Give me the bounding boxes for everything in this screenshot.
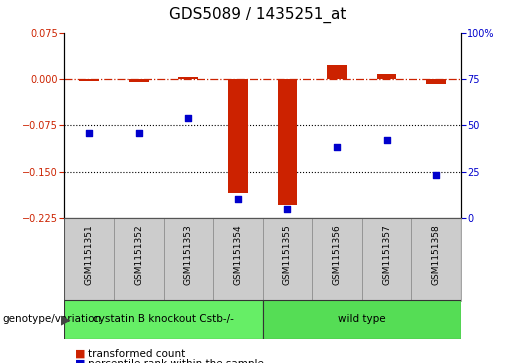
Point: [184, 115, 193, 121]
Bar: [213, 218, 263, 301]
Text: GSM1151358: GSM1151358: [432, 224, 441, 285]
Text: GDS5089 / 1435251_at: GDS5089 / 1435251_at: [169, 7, 346, 23]
Bar: [263, 300, 461, 339]
Text: GSM1151355: GSM1151355: [283, 224, 292, 285]
Bar: [263, 218, 312, 301]
Text: GSM1151356: GSM1151356: [333, 224, 341, 285]
Bar: [64, 300, 263, 339]
Point: [333, 144, 341, 150]
Text: ▶: ▶: [61, 313, 71, 326]
Text: GSM1151353: GSM1151353: [184, 224, 193, 285]
Text: wild type: wild type: [338, 314, 386, 325]
Text: cystatin B knockout Cstb-/-: cystatin B knockout Cstb-/-: [93, 314, 234, 325]
Text: ■: ■: [75, 349, 85, 359]
Point: [134, 130, 143, 135]
Bar: [278, 79, 297, 205]
Point: [432, 172, 440, 178]
Bar: [327, 65, 347, 79]
Text: GSM1151357: GSM1151357: [382, 224, 391, 285]
Bar: [178, 77, 198, 79]
Bar: [129, 79, 149, 82]
Text: transformed count: transformed count: [88, 349, 185, 359]
Text: GSM1151351: GSM1151351: [84, 224, 94, 285]
Text: GSM1151354: GSM1151354: [233, 224, 243, 285]
Bar: [79, 79, 99, 81]
Bar: [163, 218, 213, 301]
Bar: [64, 218, 114, 301]
Text: GSM1151352: GSM1151352: [134, 224, 143, 285]
Bar: [426, 79, 446, 84]
Point: [383, 137, 391, 143]
Bar: [312, 218, 362, 301]
Point: [283, 205, 291, 211]
Bar: [362, 218, 411, 301]
Text: genotype/variation: genotype/variation: [3, 314, 101, 325]
Text: percentile rank within the sample: percentile rank within the sample: [88, 359, 264, 363]
Bar: [228, 79, 248, 193]
Bar: [376, 74, 397, 79]
Bar: [411, 218, 461, 301]
Text: ■: ■: [75, 359, 85, 363]
Bar: [114, 218, 163, 301]
Point: [85, 130, 93, 135]
Point: [234, 196, 242, 202]
